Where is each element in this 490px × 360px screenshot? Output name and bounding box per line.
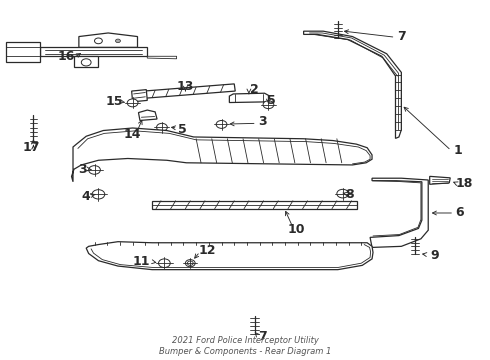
Polygon shape (430, 176, 450, 184)
Text: 1: 1 (453, 144, 462, 157)
Polygon shape (79, 33, 138, 47)
Polygon shape (152, 201, 357, 209)
Text: 11: 11 (133, 255, 150, 268)
Circle shape (127, 99, 138, 107)
Polygon shape (370, 178, 428, 247)
Polygon shape (304, 31, 401, 138)
Text: 4: 4 (82, 190, 91, 203)
Text: 8: 8 (346, 188, 354, 201)
Circle shape (187, 261, 193, 265)
Circle shape (81, 59, 91, 66)
Text: 2: 2 (250, 83, 259, 96)
Text: 5: 5 (178, 123, 187, 136)
Text: 3: 3 (258, 116, 267, 129)
Polygon shape (147, 56, 176, 59)
Circle shape (337, 189, 348, 198)
Text: 14: 14 (124, 127, 142, 141)
Text: 5: 5 (268, 94, 276, 107)
Text: 3: 3 (78, 163, 87, 176)
Circle shape (185, 260, 195, 267)
Circle shape (263, 101, 274, 109)
Circle shape (157, 123, 167, 131)
Polygon shape (40, 47, 147, 56)
Circle shape (159, 259, 170, 267)
Polygon shape (72, 128, 372, 182)
Polygon shape (5, 42, 40, 62)
Polygon shape (139, 110, 157, 121)
Polygon shape (144, 84, 235, 98)
Text: 7: 7 (258, 330, 267, 343)
Circle shape (216, 121, 227, 129)
Circle shape (95, 38, 102, 44)
Text: 12: 12 (198, 244, 216, 257)
Text: 17: 17 (22, 141, 40, 154)
Text: 6: 6 (456, 207, 465, 220)
Circle shape (92, 190, 105, 199)
Polygon shape (74, 56, 98, 67)
Text: 9: 9 (430, 249, 439, 262)
Polygon shape (86, 242, 373, 270)
Text: 7: 7 (397, 30, 406, 43)
Circle shape (89, 166, 100, 174)
Text: 16: 16 (58, 50, 75, 63)
Text: 10: 10 (288, 223, 305, 236)
Polygon shape (132, 90, 147, 102)
Text: 15: 15 (105, 95, 123, 108)
Circle shape (116, 39, 121, 42)
Text: 2021 Ford Police Interceptor Utility
Bumper & Components - Rear Diagram 1: 2021 Ford Police Interceptor Utility Bum… (159, 336, 331, 356)
Polygon shape (229, 93, 269, 103)
Text: 13: 13 (177, 80, 194, 93)
Text: 18: 18 (455, 177, 472, 190)
